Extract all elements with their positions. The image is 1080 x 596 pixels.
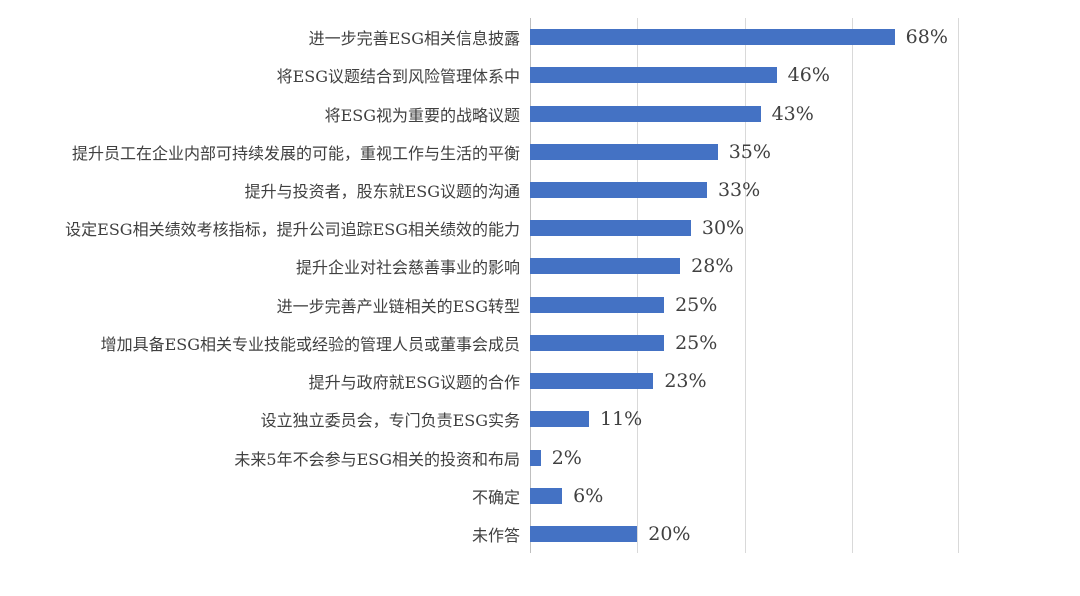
bar — [530, 220, 691, 237]
category-label: 设立独立委员会，专门负责ESG实务 — [260, 411, 520, 431]
value-label: 23% — [664, 370, 707, 393]
chart-row: 未来5年不会参与ESG相关的投资和布局 2% — [0, 438, 1080, 476]
plot-area — [530, 18, 959, 553]
value-label: 25% — [675, 293, 718, 316]
category-label: 未作答 — [471, 525, 520, 545]
bar — [530, 143, 718, 160]
bar-track: 25% — [530, 331, 959, 354]
category-label: 提升与投资者，股东就ESG议题的沟通 — [244, 181, 520, 201]
value-label: 30% — [701, 217, 745, 240]
bar — [530, 29, 895, 46]
bar — [530, 296, 665, 313]
category-label: 进一步完善产业链相关的ESG转型 — [276, 296, 520, 316]
gridline-40pct — [744, 18, 746, 553]
value-label: 43% — [771, 102, 814, 125]
value-label: 20% — [648, 522, 691, 545]
category-label: 未来5年不会参与ESG相关的投资和布局 — [234, 449, 520, 469]
gridline-80pct — [958, 18, 959, 553]
value-label: 25% — [675, 331, 718, 354]
category-label: 提升与政府就ESG议题的合作 — [308, 373, 520, 393]
bar — [530, 525, 638, 542]
bar-track: 68% — [530, 26, 959, 49]
bar — [530, 487, 563, 504]
bar-track: 35% — [530, 140, 959, 163]
bar-rows: 进一步完善ESG相关信息披露 68% 将ESG议题结合到风险管理体系中 46% … — [0, 18, 1080, 553]
bar — [530, 449, 541, 466]
value-label: 2% — [551, 446, 582, 469]
value-label: 33% — [717, 178, 761, 201]
bar — [530, 334, 665, 351]
chart-row: 将ESG议题结合到风险管理体系中 46% — [0, 56, 1080, 94]
bar — [530, 373, 654, 390]
chart-row: 设立独立委员会，专门负责ESG实务 11% — [0, 400, 1080, 438]
chart-row: 提升员工在企业内部可持续发展的可能，重视工作与生活的平衡 35% — [0, 133, 1080, 171]
bar-track: 2% — [530, 446, 959, 469]
category-label: 提升员工在企业内部可持续发展的可能，重视工作与生活的平衡 — [71, 143, 520, 163]
bar-track: 20% — [530, 522, 959, 545]
bar-track: 25% — [530, 293, 959, 316]
category-label: 设定ESG相关绩效考核指标，提升公司追踪ESG相关绩效的能力 — [65, 220, 520, 240]
chart-row: 提升与政府就ESG议题的合作 23% — [0, 362, 1080, 400]
value-label: 28% — [691, 255, 734, 278]
bar-track: 28% — [530, 255, 959, 278]
bar — [530, 67, 777, 84]
bar-track: 46% — [530, 64, 959, 87]
bar-track: 43% — [530, 102, 959, 125]
category-axis-line — [530, 18, 531, 553]
value-label: 11% — [599, 408, 643, 431]
chart-row: 将ESG视为重要的战略议题 43% — [0, 94, 1080, 132]
bar-track: 30% — [530, 217, 959, 240]
bar — [530, 258, 681, 275]
category-label: 进一步完善ESG相关信息披露 — [308, 29, 520, 49]
bar-track: 33% — [530, 178, 959, 201]
value-label: 6% — [573, 484, 604, 507]
bar — [530, 181, 707, 198]
value-label: 68% — [905, 26, 948, 49]
category-label: 不确定 — [471, 487, 520, 507]
chart-row: 提升与投资者，股东就ESG议题的沟通 33% — [0, 171, 1080, 209]
gridline-60pct — [851, 18, 853, 553]
bar-track: 23% — [530, 370, 959, 393]
value-label: 46% — [787, 64, 830, 87]
chart-row: 进一步完善产业链相关的ESG转型 25% — [0, 286, 1080, 324]
category-label: 增加具备ESG相关专业技能或经验的管理人员或董事会成员 — [100, 334, 520, 354]
value-label: 35% — [728, 140, 771, 163]
bar — [530, 411, 589, 428]
chart-row: 不确定 6% — [0, 477, 1080, 515]
chart-row: 增加具备ESG相关专业技能或经验的管理人员或董事会成员 25% — [0, 324, 1080, 362]
chart-row: 进一步完善ESG相关信息披露 68% — [0, 18, 1080, 56]
bar-track: 6% — [530, 484, 959, 507]
chart-row: 设定ESG相关绩效考核指标，提升公司追踪ESG相关绩效的能力 30% — [0, 209, 1080, 247]
chart-row: 提升企业对社会慈善事业的影响 28% — [0, 247, 1080, 285]
bar — [530, 105, 761, 122]
category-label: 将ESG议题结合到风险管理体系中 — [276, 67, 520, 87]
chart-row: 未作答 20% — [0, 515, 1080, 553]
category-label: 将ESG视为重要的战略议题 — [324, 105, 520, 125]
bar-track: 11% — [530, 408, 959, 431]
gridline-20pct — [637, 18, 639, 553]
category-label: 提升企业对社会慈善事业的影响 — [295, 258, 520, 278]
